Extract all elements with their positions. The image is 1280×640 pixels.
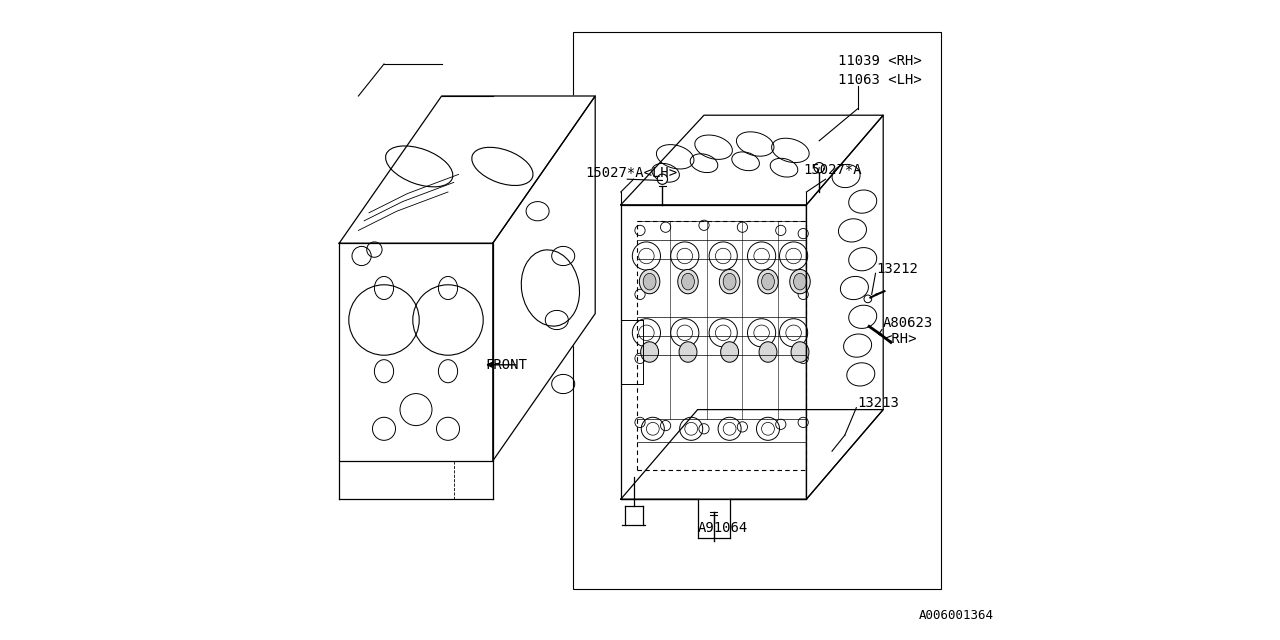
- Circle shape: [737, 422, 748, 432]
- Text: A006001364: A006001364: [919, 609, 993, 622]
- Circle shape: [776, 419, 786, 429]
- Ellipse shape: [640, 269, 660, 294]
- Circle shape: [658, 174, 668, 184]
- Circle shape: [776, 225, 786, 236]
- Polygon shape: [621, 205, 806, 499]
- Text: 15027*A<LH>: 15027*A<LH>: [585, 166, 677, 180]
- Circle shape: [660, 420, 671, 431]
- Circle shape: [660, 222, 671, 232]
- Circle shape: [635, 289, 645, 300]
- Text: 15027*A: 15027*A: [804, 163, 861, 177]
- Ellipse shape: [719, 269, 740, 294]
- Ellipse shape: [682, 273, 694, 290]
- Text: 13213: 13213: [858, 396, 900, 410]
- Ellipse shape: [640, 342, 659, 362]
- Circle shape: [799, 228, 809, 239]
- Ellipse shape: [678, 269, 699, 294]
- Circle shape: [799, 289, 809, 300]
- Text: <RH>: <RH>: [883, 332, 916, 346]
- Text: 11039 <RH>: 11039 <RH>: [838, 54, 922, 68]
- Circle shape: [699, 424, 709, 434]
- Circle shape: [814, 163, 824, 173]
- Polygon shape: [806, 115, 883, 499]
- Circle shape: [737, 222, 748, 232]
- Ellipse shape: [721, 342, 739, 362]
- Circle shape: [635, 353, 645, 364]
- Ellipse shape: [758, 269, 778, 294]
- Circle shape: [864, 295, 872, 303]
- Ellipse shape: [762, 273, 774, 290]
- Ellipse shape: [678, 342, 698, 362]
- Circle shape: [635, 225, 645, 236]
- Text: A80623: A80623: [883, 316, 933, 330]
- Ellipse shape: [723, 273, 736, 290]
- Text: A91064: A91064: [698, 521, 748, 535]
- Ellipse shape: [790, 269, 810, 294]
- Polygon shape: [493, 96, 595, 461]
- Text: 11063 <LH>: 11063 <LH>: [838, 73, 922, 87]
- Ellipse shape: [791, 342, 809, 362]
- Text: FRONT: FRONT: [485, 358, 527, 372]
- Bar: [573, 32, 941, 589]
- Circle shape: [699, 220, 709, 230]
- Polygon shape: [621, 410, 883, 499]
- Circle shape: [635, 417, 645, 428]
- Polygon shape: [339, 243, 493, 461]
- Circle shape: [799, 417, 809, 428]
- Polygon shape: [339, 96, 595, 243]
- Text: 13212: 13212: [877, 262, 919, 276]
- Polygon shape: [621, 115, 883, 205]
- Circle shape: [799, 353, 809, 364]
- Ellipse shape: [759, 342, 777, 362]
- Ellipse shape: [794, 273, 806, 290]
- Ellipse shape: [644, 273, 657, 290]
